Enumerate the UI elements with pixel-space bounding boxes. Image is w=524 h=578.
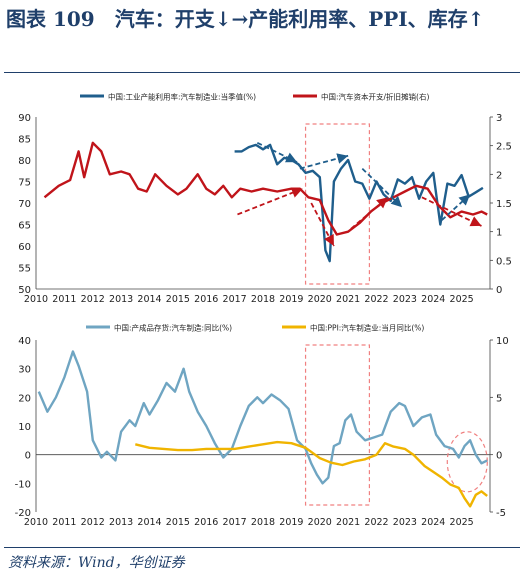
title-rule — [4, 72, 520, 73]
left-tick-label: 40 — [18, 336, 31, 347]
left-tick-label: -20 — [15, 508, 31, 519]
legend-label: 中国:汽车资本开支/折旧摊销(右) — [321, 92, 429, 102]
x-tick-label: 2017 — [223, 294, 247, 305]
trend-arrow — [441, 193, 471, 221]
right-tick-label: 1 — [496, 228, 502, 239]
x-tick-label: 2023 — [393, 294, 417, 305]
series-line-1 — [37, 350, 488, 485]
legend-label: 中国:工业产能利用率:汽车制造业:当季值(%) — [108, 92, 256, 102]
trend-arrow — [237, 187, 304, 216]
x-tick-label: 2022 — [364, 294, 388, 305]
left-tick-label: 10 — [18, 422, 31, 433]
trend-arrow — [256, 141, 298, 163]
x-tick-label: 2020 — [308, 294, 332, 305]
left-tick-label: -10 — [15, 479, 31, 490]
x-tick-label: 2013 — [109, 517, 133, 528]
x-tick-label: 2019 — [279, 517, 303, 528]
x-tick-label: 2011 — [52, 294, 76, 305]
x-tick-label: 2019 — [279, 294, 303, 305]
legend-label: 中国:PPI:汽车制造业:当月同比(%) — [310, 323, 424, 333]
x-tick-label: 2017 — [223, 517, 247, 528]
x-tick-label: 2015 — [166, 517, 190, 528]
x-tick-label: 2014 — [137, 294, 161, 305]
right-tick-label: 1.5 — [496, 199, 512, 210]
right-tick-label: 3 — [496, 113, 502, 124]
highlight-ellipse — [446, 431, 488, 493]
left-tick-label: 60 — [18, 242, 31, 253]
x-tick-label: 2025 — [450, 294, 474, 305]
highlight-box-lower — [304, 344, 371, 506]
x-tick-label: 2012 — [81, 517, 105, 528]
x-tick-label: 2015 — [166, 294, 190, 305]
right-tick-label: -5 — [496, 508, 506, 519]
legend-label: 中国:产成品存货:汽车制造:同比(%) — [114, 323, 232, 333]
right-tick-label: 10 — [496, 336, 509, 347]
trend-arrow — [299, 153, 349, 170]
trend-arrow — [310, 202, 335, 247]
x-tick-label: 2018 — [251, 294, 275, 305]
trend-arrow — [361, 167, 403, 208]
x-tick-label: 2010 — [24, 517, 48, 528]
x-tick-label: 2016 — [194, 517, 218, 528]
right-tick-label: 0 — [496, 451, 502, 462]
x-tick-label: 2024 — [421, 294, 445, 305]
trend-arrow — [350, 196, 389, 230]
source-note: 资料来源：Wind，华创证券 — [8, 555, 185, 571]
trend-arrow — [421, 196, 482, 227]
left-tick-label: 90 — [18, 113, 31, 124]
left-tick-label: 70 — [18, 199, 31, 210]
source-rule — [4, 547, 520, 548]
left-tick-label: 55 — [18, 264, 31, 275]
left-tick-label: 65 — [18, 221, 31, 232]
left-tick-label: 20 — [18, 393, 31, 404]
left-tick-label: 80 — [18, 156, 31, 167]
x-tick-label: 2025 — [450, 517, 474, 528]
left-tick-label: 0 — [25, 451, 31, 462]
left-tick-label: 30 — [18, 365, 31, 376]
x-tick-label: 2021 — [336, 517, 360, 528]
x-tick-label: 2013 — [109, 294, 133, 305]
x-tick-label: 2016 — [194, 294, 218, 305]
right-tick-label: 2.5 — [496, 142, 512, 153]
left-tick-label: 85 — [18, 135, 31, 146]
highlight-box-upper — [304, 123, 371, 285]
x-tick-label: 2022 — [364, 517, 388, 528]
right-tick-label: 0.5 — [496, 256, 512, 267]
x-tick-label: 2011 — [52, 517, 76, 528]
x-tick-label: 2018 — [251, 517, 275, 528]
x-tick-label: 2023 — [393, 517, 417, 528]
x-tick-label: 2010 — [24, 294, 48, 305]
figure-title: 图表 109 汽车：开支↓→产能利用率、PPI、库存↑ — [6, 7, 485, 31]
x-tick-label: 2014 — [137, 517, 161, 528]
right-tick-label: 0 — [496, 285, 502, 296]
x-tick-label: 2012 — [81, 294, 105, 305]
right-tick-label: 2 — [496, 170, 502, 181]
series-line-2 — [135, 440, 488, 508]
left-tick-label: 50 — [18, 285, 31, 296]
x-tick-label: 2021 — [336, 294, 360, 305]
series-line-2 — [43, 141, 488, 236]
left-tick-label: 75 — [18, 178, 31, 189]
x-tick-label: 2024 — [421, 517, 445, 528]
series-line-1 — [234, 143, 484, 263]
right-tick-label: 5 — [496, 393, 502, 404]
x-tick-label: 2020 — [308, 517, 332, 528]
